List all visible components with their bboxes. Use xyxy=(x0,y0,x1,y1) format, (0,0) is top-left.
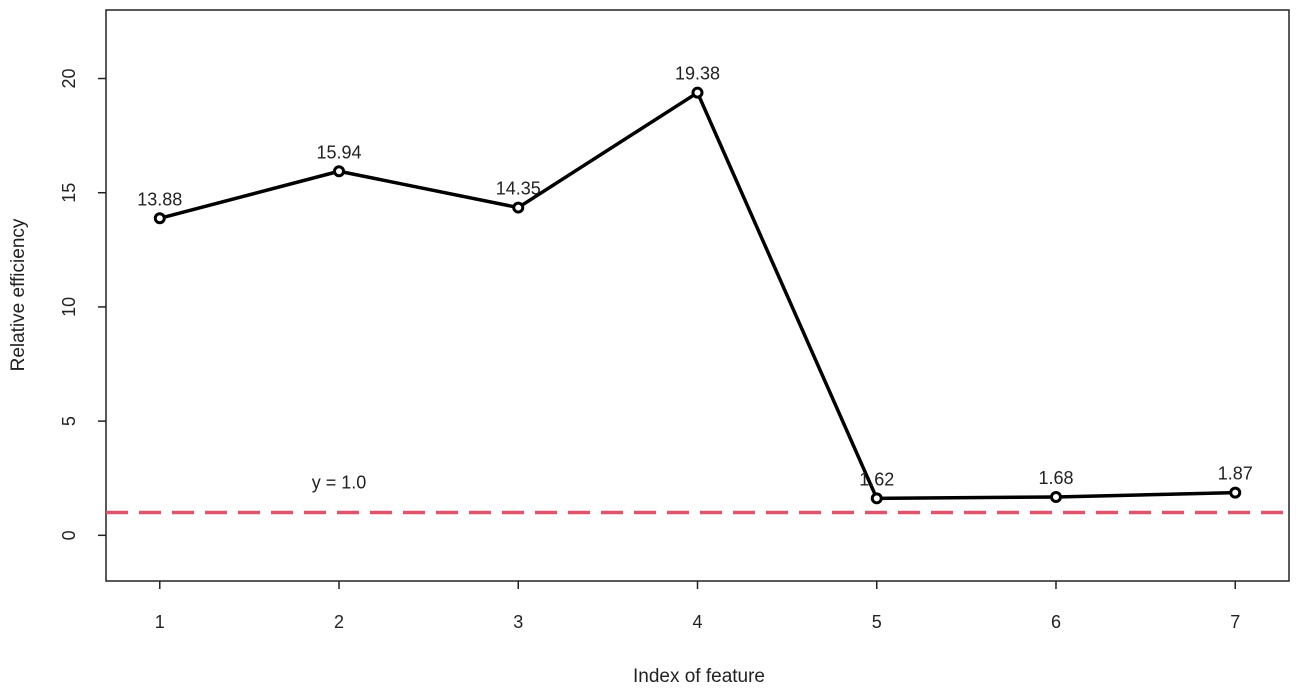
data-point xyxy=(333,165,346,178)
x-tick-label: 2 xyxy=(334,612,344,632)
data-point xyxy=(153,212,166,225)
data-label: 1.87 xyxy=(1218,464,1253,484)
data-label: 19.38 xyxy=(675,64,720,84)
y-tick-label: 15 xyxy=(59,183,79,203)
y-tick-label: 5 xyxy=(59,416,79,426)
reference-line-label: y = 1.0 xyxy=(312,472,367,492)
data-point xyxy=(691,86,704,99)
y-tick-label: 0 xyxy=(59,530,79,540)
data-point xyxy=(1049,490,1062,503)
reference-line-group: y = 1.0 xyxy=(106,472,1289,515)
x-tick-label: 4 xyxy=(692,612,702,632)
x-tick-label: 5 xyxy=(872,612,882,632)
x-tick-label: 6 xyxy=(1051,612,1061,632)
data-label: 13.88 xyxy=(137,189,182,209)
y-axis-title: Relative efficiency xyxy=(8,218,29,371)
series-group: 13.88 15.94 14.35 19.38 1.62 1.68 1.87 xyxy=(137,64,1253,505)
data-point xyxy=(512,201,525,214)
data-label: 14.35 xyxy=(496,179,541,199)
y-axis: 0 5 10 15 20 xyxy=(59,69,106,540)
data-point xyxy=(870,492,883,505)
data-label: 15.94 xyxy=(316,142,361,162)
x-tick-label: 3 xyxy=(513,612,523,632)
data-point xyxy=(1229,486,1242,499)
y-tick-label: 20 xyxy=(59,69,79,89)
data-label: 1.68 xyxy=(1038,468,1073,488)
x-axis-title: Index of feature xyxy=(633,666,765,687)
x-tick-label: 7 xyxy=(1230,612,1240,632)
data-label: 1.62 xyxy=(859,469,894,489)
y-tick-label: 10 xyxy=(59,297,79,317)
x-axis: 1 2 3 4 5 6 7 xyxy=(155,581,1240,632)
x-tick-label: 1 xyxy=(155,612,165,632)
